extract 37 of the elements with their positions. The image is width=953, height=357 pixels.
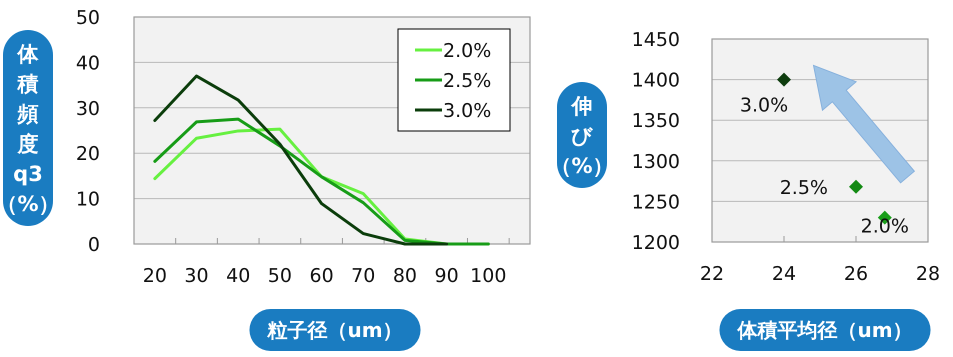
- x-axis-title: 粒子径（um）: [266, 318, 403, 342]
- y-tick-label: 1200: [632, 232, 680, 254]
- x-tick-label: 20: [142, 265, 167, 287]
- y-tick-label: 1350: [632, 110, 680, 132]
- y-tick-label: 10: [76, 188, 100, 211]
- x-axis-title: 体積平均径（um）: [736, 318, 913, 342]
- x-tick-label: 28: [916, 263, 940, 285]
- x-tick-label: 50: [268, 265, 292, 287]
- x-tick-label: 40: [226, 265, 250, 287]
- legend-label: 2.5%: [443, 70, 492, 92]
- y-tick-label: 1250: [632, 191, 680, 214]
- y-axis-title: 体積頻度q3（%）: [0, 42, 60, 216]
- y-tick-label: 0: [88, 234, 100, 256]
- y-axis-title: 伸び（%）: [550, 94, 614, 178]
- point: [849, 180, 863, 194]
- x-tick-label: 26: [844, 263, 868, 285]
- y-tick-label: 1450: [632, 29, 680, 51]
- x-tick-label: 100: [470, 265, 506, 287]
- x-tick-label: 70: [351, 265, 376, 287]
- point: [777, 72, 791, 87]
- legend-label: 2.0%: [443, 40, 492, 62]
- annotation: 2.0%: [860, 216, 909, 238]
- x-tick-label: 90: [434, 265, 459, 287]
- legend-label: 3.0%: [443, 100, 492, 122]
- x-tick-label: 22: [700, 263, 724, 285]
- y-tick-label: 30: [76, 98, 100, 120]
- y-tick-label: 40: [76, 52, 100, 74]
- x-tick-label: 24: [772, 263, 796, 285]
- y-tick-label: 1400: [632, 70, 680, 92]
- y-tick-label: 50: [76, 7, 100, 29]
- x-tick-label: 80: [392, 265, 418, 287]
- y-tick-label: 1300: [632, 150, 680, 173]
- annotation: 2.5%: [780, 176, 828, 199]
- x-tick-label: 30: [184, 265, 209, 287]
- annotation: 3.0%: [740, 94, 788, 117]
- y-tick-label: 20: [76, 143, 100, 166]
- x-tick-label: 60: [309, 265, 334, 287]
